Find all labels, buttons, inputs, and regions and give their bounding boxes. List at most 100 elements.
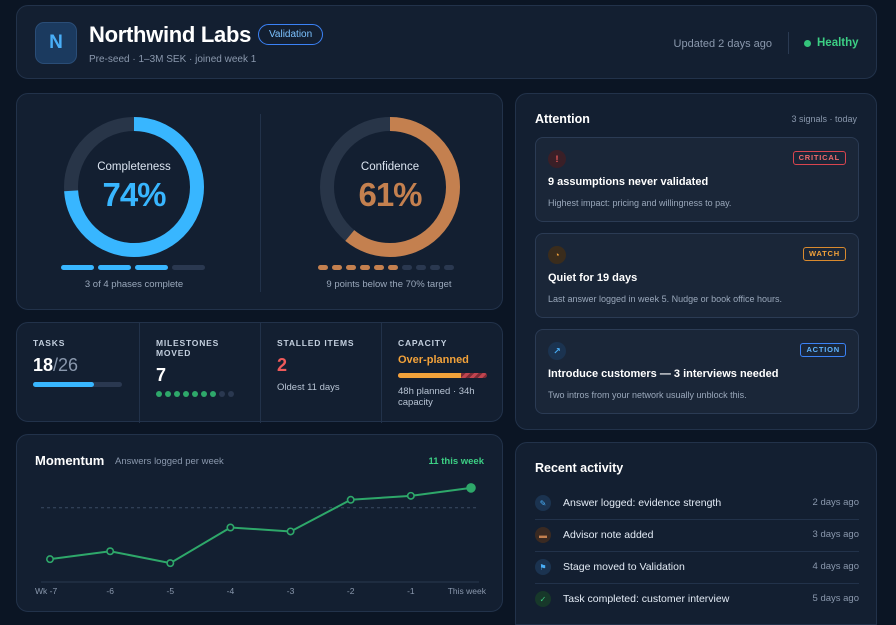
- company-name: Northwind Labs: [89, 22, 252, 47]
- phase-segment: [61, 265, 94, 270]
- data-point: [45, 555, 54, 564]
- row-divider: [535, 519, 859, 520]
- health-status: Healthy: [817, 37, 859, 49]
- milestones-value: 7: [156, 365, 167, 385]
- milestone-dot: [165, 391, 171, 397]
- x-tick-label: -6: [106, 586, 114, 596]
- status-dot-icon: [804, 40, 811, 47]
- row-divider: [535, 583, 859, 584]
- point-segment: [388, 265, 398, 270]
- stage-badge[interactable]: Validation: [258, 24, 324, 45]
- row-divider: [535, 551, 859, 552]
- milestones-stat[interactable]: MILESTONES MOVED 7: [139, 323, 260, 423]
- header-divider: [788, 32, 789, 54]
- attention-title: Attention: [535, 112, 590, 126]
- point-segment: [430, 265, 440, 270]
- milestone-dot: [201, 391, 207, 397]
- alert-critical[interactable]: ! CRITICAL 9 assumptions never validated…: [535, 137, 859, 222]
- stalled-note: Oldest 11 days: [277, 382, 340, 393]
- momentum-chart: Wk -7 -6 -5 -4 -3 -2 -1 This week: [35, 483, 487, 596]
- completeness-value: 74%: [102, 176, 166, 213]
- momentum-subtitle: Answers logged per week: [115, 456, 224, 467]
- activity-text: Task completed: customer interview: [563, 593, 730, 605]
- point-segment: [360, 265, 370, 270]
- point-segment: [346, 265, 356, 270]
- pencil-icon: ✎: [535, 495, 551, 511]
- data-point: [286, 527, 295, 536]
- recent-activity-card: Recent activity ✎ Answer logged: evidenc…: [515, 442, 877, 625]
- activity-item[interactable]: ⚑ Stage moved to Validation 4 days ago: [535, 551, 859, 583]
- alert-description: Two intros from your network usually unb…: [548, 390, 747, 400]
- activity-item[interactable]: ✓ Task completed: customer interview 5 d…: [535, 583, 859, 615]
- alert-watch[interactable]: ◔ WATCH Quiet for 19 days Last answer lo…: [535, 233, 859, 318]
- point-segment: [318, 265, 328, 270]
- data-point: [466, 483, 476, 493]
- alert-action[interactable]: ↗ ACTION Introduce customers — 3 intervi…: [535, 329, 859, 414]
- confidence-arc: [320, 117, 460, 257]
- tasks-label: TASKS: [33, 338, 66, 348]
- momentum-card: Momentum Answers logged per week 11 this…: [16, 434, 503, 612]
- alert-title: Quiet for 19 days: [548, 272, 638, 284]
- activity-text: Stage moved to Validation: [563, 561, 685, 573]
- alert-description: Highest impact: pricing and willingness …: [548, 198, 732, 208]
- capacity-planned-fill: [398, 373, 462, 378]
- milestones-label: MILESTONES MOVED: [156, 338, 220, 358]
- alert-title: Introduce customers — 3 interviews neede…: [548, 368, 779, 380]
- phase-segment: [172, 265, 205, 270]
- alert-title: 9 assumptions never validated: [548, 176, 709, 188]
- confidence-gauge: Confidence 61%: [317, 114, 463, 260]
- milestone-dot: [228, 391, 234, 397]
- tasks-done: 18: [33, 355, 54, 375]
- capacity-note: 48h planned · 34h capacity: [398, 386, 475, 408]
- confidence-value: 61%: [358, 176, 422, 213]
- tasks-stat[interactable]: TASKS 18/26: [17, 323, 139, 423]
- completeness-gauge: Completeness 74%: [61, 114, 207, 260]
- x-tick-label: -2: [347, 586, 355, 596]
- flag-icon: ⚑: [535, 559, 551, 575]
- note-icon: ▬: [535, 527, 551, 543]
- activity-time: 2 days ago: [812, 497, 859, 508]
- capacity-bar: [398, 373, 487, 378]
- x-tick-label: This week: [448, 586, 487, 596]
- recent-title: Recent activity: [535, 461, 624, 475]
- clock-icon: ◔: [548, 246, 566, 264]
- tasks-progress-track: [33, 382, 122, 387]
- phase-segment: [135, 265, 168, 270]
- point-segment: [332, 265, 342, 270]
- x-tick-label: -1: [407, 586, 415, 596]
- confidence-caption: 9 points below the 70% target: [326, 279, 452, 290]
- point-segment: [444, 265, 454, 270]
- data-point: [226, 523, 235, 532]
- x-tick-label: -5: [167, 586, 175, 596]
- company-subtitle: Pre-seed · 1–3M SEK · joined week 1: [89, 54, 257, 65]
- completeness-arc: [64, 117, 204, 257]
- point-segment: [402, 265, 412, 270]
- activity-text: Answer logged: evidence strength: [563, 497, 722, 509]
- completeness-caption: 3 of 4 phases complete: [84, 279, 184, 290]
- activity-time: 5 days ago: [812, 593, 859, 604]
- milestones-dots: [156, 391, 234, 397]
- x-tick-label: -3: [287, 586, 295, 596]
- check-icon: ✓: [535, 591, 551, 607]
- activity-text: Advisor note added: [563, 529, 654, 541]
- activity-time: 3 days ago: [812, 529, 859, 540]
- tasks-total: /26: [53, 355, 79, 375]
- series-line: [49, 486, 472, 565]
- activity-time: 4 days ago: [812, 561, 859, 572]
- milestone-dot: [183, 391, 189, 397]
- activity-item[interactable]: ▬ Advisor note added 3 days ago: [535, 519, 859, 551]
- updated-timestamp: Updated 2 days ago: [673, 38, 772, 50]
- milestone-dot: [210, 391, 216, 397]
- gauge-divider: [260, 114, 261, 292]
- watch-tag: WATCH: [803, 247, 846, 261]
- action-tag: ACTION: [800, 343, 846, 357]
- momentum-this-week: 11 this week: [428, 456, 484, 467]
- stalled-value: 2: [277, 355, 288, 375]
- stalled-stat[interactable]: STALLED ITEMS 2 Oldest 11 days: [260, 323, 381, 423]
- activity-item[interactable]: ✎ Answer logged: evidence strength 2 day…: [535, 487, 859, 519]
- capacity-stat[interactable]: CAPACITY Over-planned 48h planned · 34h …: [381, 323, 504, 423]
- warning-icon: !: [548, 150, 566, 168]
- capacity-label: CAPACITY: [398, 338, 448, 348]
- completeness-phase-bar: [61, 265, 205, 270]
- attention-meta: 3 signals · today: [791, 114, 857, 124]
